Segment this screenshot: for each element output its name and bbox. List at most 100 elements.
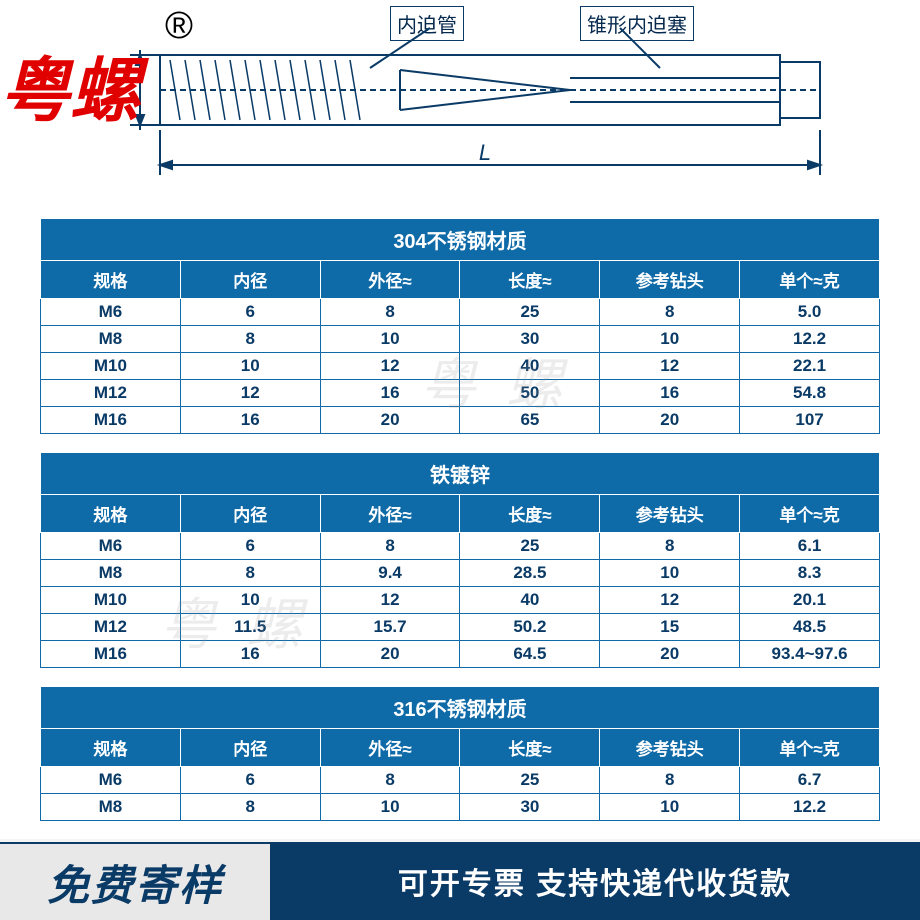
technical-diagram: L (100, 0, 880, 210)
table-cell: M10 (41, 353, 181, 380)
column-header: 规格 (41, 495, 181, 533)
table-cell: 30 (460, 794, 600, 821)
table-cell: M6 (41, 299, 181, 326)
registered-mark: ® (165, 5, 193, 48)
table-title: 304不锈钢材质 (41, 219, 880, 261)
column-header: 长度≈ (460, 495, 600, 533)
table-row: M121216501654.8 (41, 380, 880, 407)
table-cell: 10 (320, 794, 460, 821)
table-cell: 6 (180, 533, 320, 560)
column-header: 单个≈克 (740, 495, 880, 533)
table-cell: 10 (600, 794, 740, 821)
table-cell: 25 (460, 533, 600, 560)
table-cell: 93.4~97.6 (740, 641, 880, 668)
table-cell: 15.7 (320, 614, 460, 641)
table-cell: 40 (460, 353, 600, 380)
table-cell: 16 (600, 380, 740, 407)
table-cell: 30 (460, 326, 600, 353)
spec-table-0: 304不锈钢材质规格内径外径≈长度≈参考钻头单个≈克M6682585.0M881… (40, 218, 880, 434)
column-header: 参考钻头 (600, 495, 740, 533)
table-cell: 8 (180, 560, 320, 587)
table-cell: 8 (180, 794, 320, 821)
logo-text: 粤螺 (0, 52, 140, 130)
table-cell: 8 (320, 533, 460, 560)
table-row: M101012401222.1 (41, 353, 880, 380)
table-row: M6682586.1 (41, 533, 880, 560)
column-header: 参考钻头 (600, 261, 740, 299)
table-cell: 12 (600, 353, 740, 380)
table-cell: 6.1 (740, 533, 880, 560)
table-cell: M10 (41, 587, 181, 614)
table-row: M8810301012.2 (41, 794, 880, 821)
column-header: 内径 (180, 729, 320, 767)
table-cell: M6 (41, 767, 181, 794)
table-cell: 8 (320, 767, 460, 794)
table-cell: 54.8 (740, 380, 880, 407)
table-row: M101012401220.1 (41, 587, 880, 614)
table-cell: 6 (180, 767, 320, 794)
footer-left-text: 免费寄样 (0, 842, 270, 920)
table-row: M1616206520107 (41, 407, 880, 434)
table-cell: M8 (41, 326, 181, 353)
table-cell: 8 (600, 767, 740, 794)
table-cell: 12 (600, 587, 740, 614)
table-cell: 10 (180, 353, 320, 380)
table-cell: 10 (600, 326, 740, 353)
table-title: 316不锈钢材质 (41, 687, 880, 729)
table-cell: M6 (41, 533, 181, 560)
table-cell: 12 (320, 353, 460, 380)
dimension-l: L (479, 140, 491, 165)
table-title: 铁镀锌 (41, 453, 880, 495)
table-cell: 50.2 (460, 614, 600, 641)
table-row: M1211.515.750.21548.5 (41, 614, 880, 641)
table-row: M6682586.7 (41, 767, 880, 794)
table-cell: 5.0 (740, 299, 880, 326)
table-row: M6682585.0 (41, 299, 880, 326)
column-header: 单个≈克 (740, 729, 880, 767)
column-header: 规格 (41, 729, 181, 767)
table-cell: 10 (180, 587, 320, 614)
column-header: 外径≈ (320, 495, 460, 533)
table-cell: 12.2 (740, 326, 880, 353)
column-header: 单个≈克 (740, 261, 880, 299)
table-cell: 12 (320, 587, 460, 614)
column-header: 长度≈ (460, 729, 600, 767)
table-cell: 20.1 (740, 587, 880, 614)
table-cell: 12 (180, 380, 320, 407)
table-cell: M16 (41, 407, 181, 434)
table-cell: 107 (740, 407, 880, 434)
spec-table-2: 316不锈钢材质规格内径外径≈长度≈参考钻头单个≈克M6682586.7M881… (40, 686, 880, 821)
column-header: 外径≈ (320, 261, 460, 299)
diagram-area: 粤螺 ® 内迫管 锥形内迫塞 (0, 0, 920, 210)
table-cell: 20 (600, 407, 740, 434)
table-cell: 12.2 (740, 794, 880, 821)
table-row: M889.428.5108.3 (41, 560, 880, 587)
column-header: 长度≈ (460, 261, 600, 299)
table-cell: 20 (320, 407, 460, 434)
table-cell: 20 (320, 641, 460, 668)
table-cell: 8 (600, 533, 740, 560)
table-cell: 6.7 (740, 767, 880, 794)
tables-area: 304不锈钢材质规格内径外径≈长度≈参考钻头单个≈克M6682585.0M881… (0, 210, 920, 839)
table-cell: M12 (41, 614, 181, 641)
spec-table-1: 铁镀锌规格内径外径≈长度≈参考钻头单个≈克M6682586.1M889.428.… (40, 452, 880, 668)
table-cell: 16 (320, 380, 460, 407)
table-cell: 50 (460, 380, 600, 407)
table-cell: 10 (600, 560, 740, 587)
table-cell: 6 (180, 299, 320, 326)
table-cell: 10 (320, 326, 460, 353)
table-cell: 8 (600, 299, 740, 326)
table-cell: 20 (600, 641, 740, 668)
table-cell: 48.5 (740, 614, 880, 641)
column-header: 外径≈ (320, 729, 460, 767)
table-row: M8810301012.2 (41, 326, 880, 353)
column-header: 规格 (41, 261, 181, 299)
table-cell: 64.5 (460, 641, 600, 668)
table-cell: 22.1 (740, 353, 880, 380)
table-cell: 8 (320, 299, 460, 326)
table-cell: 15 (600, 614, 740, 641)
table-cell: 25 (460, 767, 600, 794)
table-cell: M12 (41, 380, 181, 407)
brand-logo: 粤螺 (0, 35, 140, 136)
table-cell: 8.3 (740, 560, 880, 587)
